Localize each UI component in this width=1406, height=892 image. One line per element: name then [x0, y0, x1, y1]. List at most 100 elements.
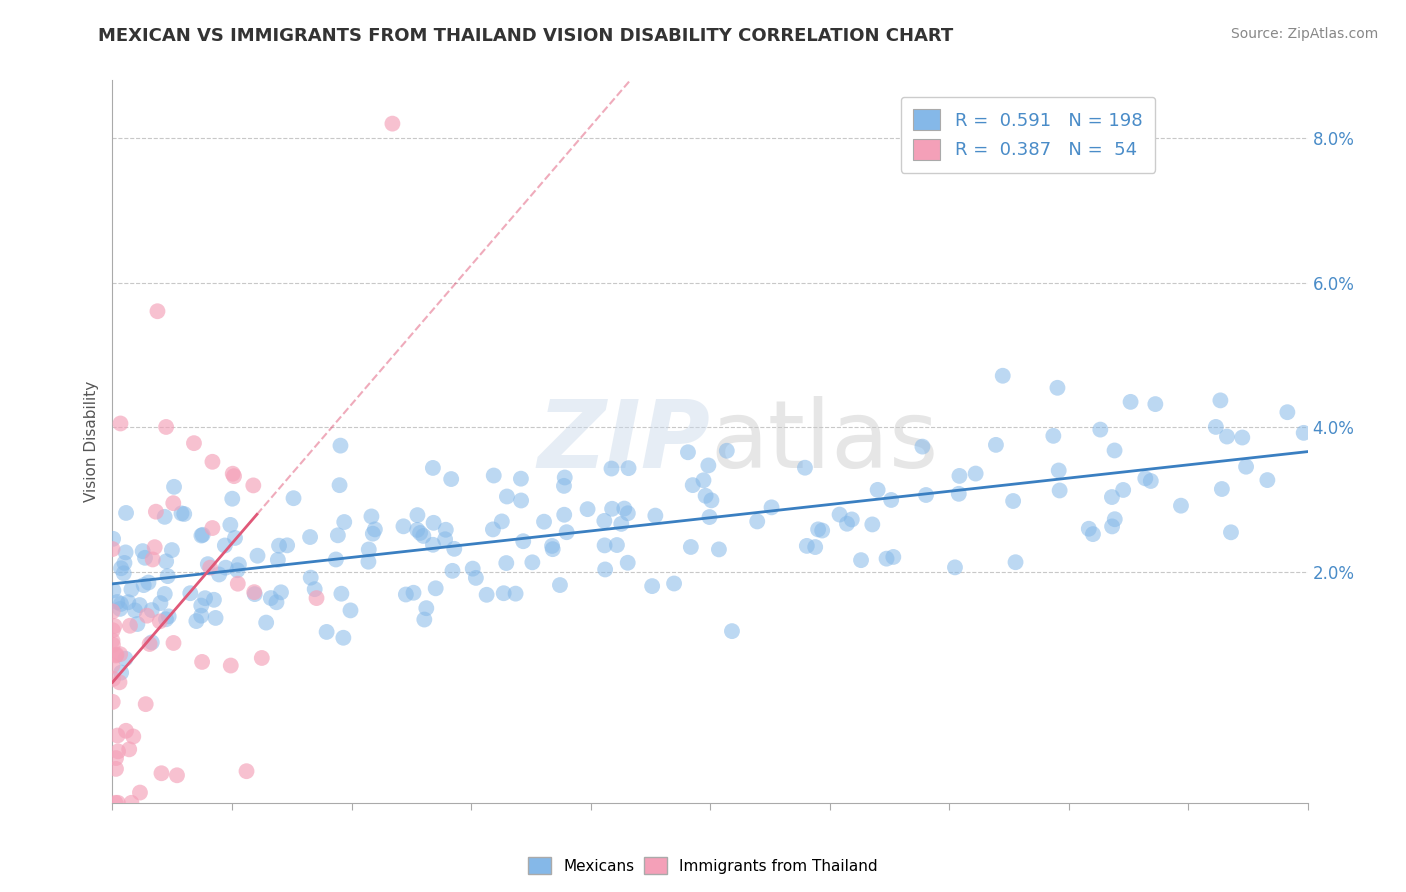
Point — [392, 519, 415, 533]
Point — [644, 508, 666, 523]
Point — [150, 766, 173, 780]
Point — [1077, 522, 1099, 536]
Point — [197, 557, 219, 571]
Point — [796, 539, 818, 553]
Point — [811, 524, 834, 538]
Point — [553, 508, 575, 522]
Point — [149, 596, 172, 610]
Point — [943, 560, 966, 574]
Point — [162, 496, 184, 510]
Point — [107, 744, 129, 758]
Point — [224, 531, 246, 545]
Point — [860, 517, 883, 532]
Point — [266, 595, 288, 609]
Point — [381, 117, 404, 131]
Point — [325, 552, 347, 566]
Point — [761, 500, 783, 515]
Point — [948, 469, 970, 483]
Point — [1081, 527, 1104, 541]
Point — [461, 561, 484, 575]
Point — [409, 525, 432, 540]
Point — [464, 571, 486, 585]
Point — [948, 487, 970, 501]
Point — [104, 796, 127, 810]
Point — [131, 544, 153, 558]
Point — [254, 615, 277, 630]
Point — [270, 585, 292, 599]
Point — [1101, 519, 1123, 533]
Point — [235, 764, 257, 779]
Point — [1090, 423, 1112, 437]
Point — [402, 586, 425, 600]
Point — [1046, 381, 1069, 395]
Point — [183, 436, 205, 450]
Point — [911, 440, 934, 454]
Point — [1049, 483, 1071, 498]
Point — [190, 528, 212, 542]
Point — [114, 545, 136, 559]
Point — [434, 533, 457, 547]
Point — [804, 540, 827, 554]
Point — [835, 516, 858, 531]
Point — [104, 648, 127, 663]
Point — [492, 586, 515, 600]
Point — [141, 603, 163, 617]
Point — [243, 587, 266, 601]
Point — [143, 540, 166, 554]
Point — [110, 417, 132, 431]
Point — [127, 617, 149, 632]
Point — [110, 665, 132, 680]
Point — [173, 507, 195, 521]
Point — [1047, 463, 1070, 477]
Point — [541, 542, 564, 557]
Point — [115, 723, 138, 738]
Point — [610, 516, 633, 531]
Point — [243, 585, 266, 599]
Point — [1256, 473, 1278, 487]
Point — [222, 469, 245, 483]
Point — [692, 473, 714, 487]
Point — [326, 528, 349, 542]
Point — [495, 556, 517, 570]
Point — [509, 472, 531, 486]
Point — [1104, 443, 1126, 458]
Point — [110, 561, 132, 575]
Point — [662, 576, 685, 591]
Point — [155, 612, 177, 626]
Point — [202, 592, 225, 607]
Point — [222, 467, 245, 481]
Point — [329, 439, 352, 453]
Point — [422, 538, 444, 552]
Point — [101, 658, 124, 673]
Point — [849, 553, 872, 567]
Point — [876, 551, 898, 566]
Point — [104, 762, 127, 776]
Point — [617, 461, 640, 475]
Point — [1144, 397, 1167, 411]
Point — [716, 443, 738, 458]
Point — [332, 631, 354, 645]
Point — [613, 501, 636, 516]
Point — [679, 540, 702, 554]
Point — [491, 515, 513, 529]
Point — [141, 635, 163, 649]
Point — [315, 624, 337, 639]
Point — [593, 538, 616, 552]
Point — [965, 467, 987, 481]
Point — [1220, 525, 1243, 540]
Point — [1277, 405, 1299, 419]
Point — [541, 539, 564, 553]
Point — [1209, 393, 1232, 408]
Point — [120, 582, 142, 597]
Point — [115, 506, 138, 520]
Point — [101, 672, 124, 686]
Point — [991, 368, 1014, 383]
Point — [201, 455, 224, 469]
Point — [226, 563, 249, 577]
Point — [114, 556, 136, 570]
Point — [1104, 512, 1126, 526]
Point — [101, 532, 124, 546]
Point — [118, 742, 141, 756]
Point — [1139, 474, 1161, 488]
Point — [807, 522, 830, 536]
